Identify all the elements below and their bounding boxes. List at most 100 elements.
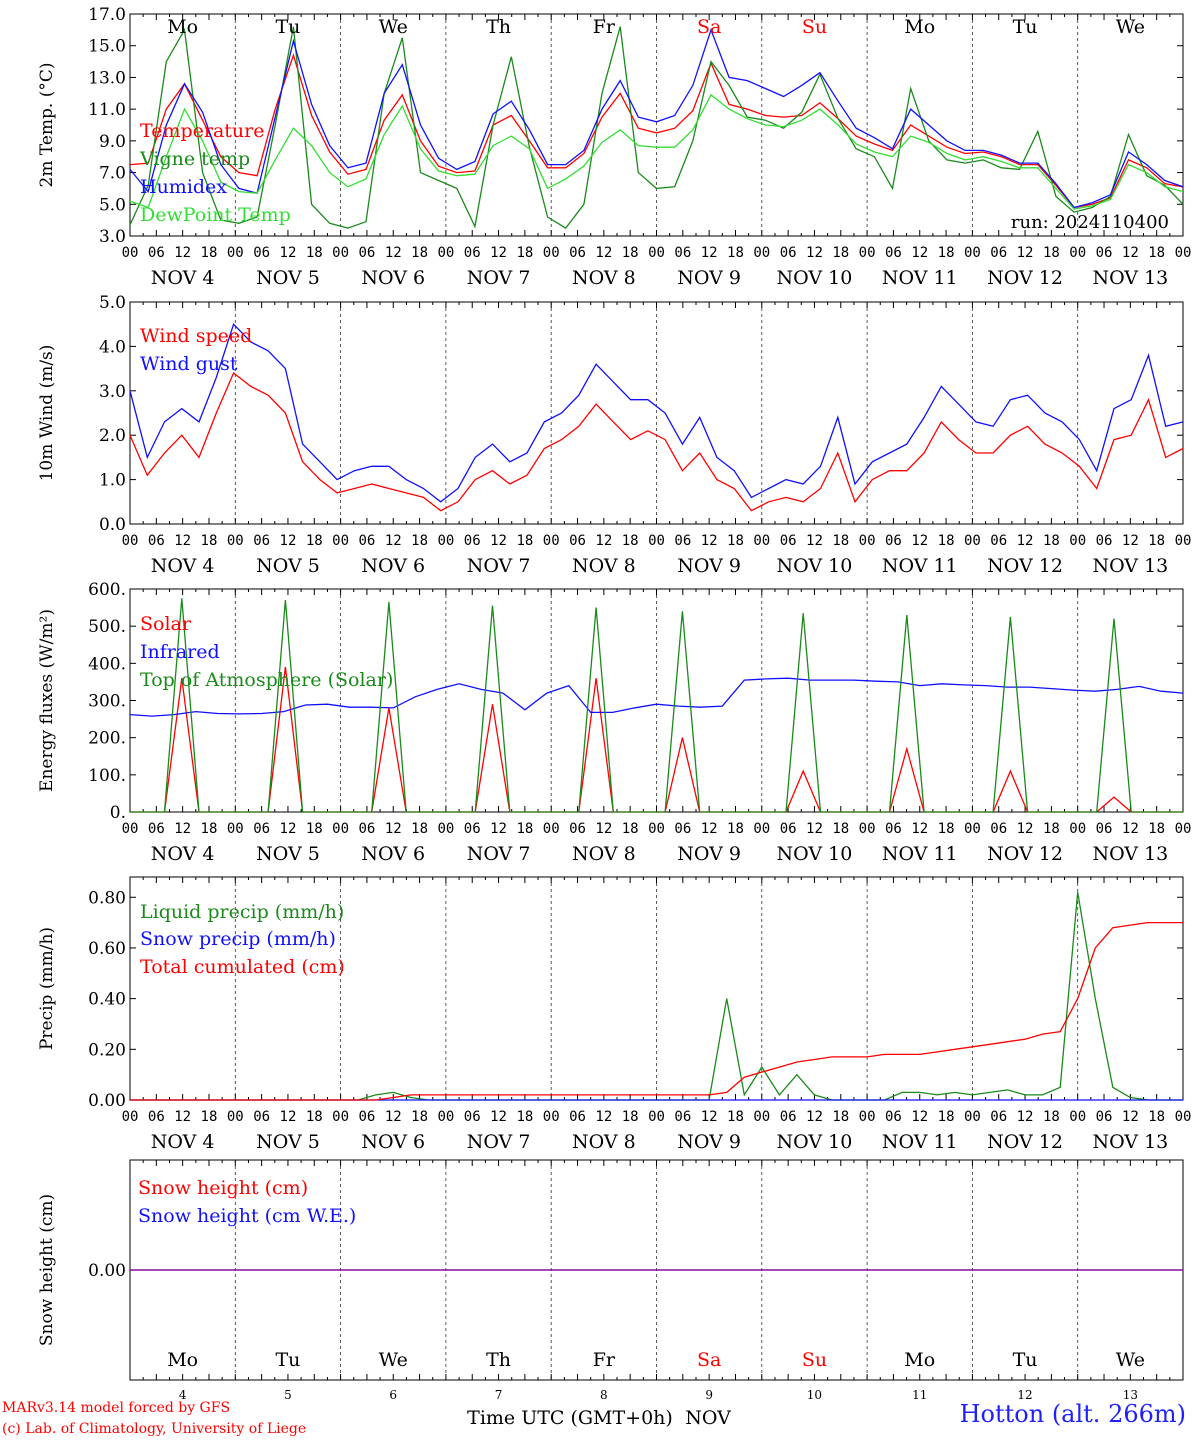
hour-tick-label: 00 <box>859 1109 876 1125</box>
y-tick-label: 1.0 <box>99 471 126 491</box>
hour-tick-label: 06 <box>464 1109 481 1125</box>
hour-tick-label: 18 <box>411 245 428 261</box>
date-label: NOV 10 <box>777 555 853 577</box>
hour-tick-label: 06 <box>1096 245 1113 261</box>
hour-tick-label: 00 <box>227 1109 244 1125</box>
day-name-label: Fr <box>593 16 616 38</box>
panel-5: 0.00 Snow height (cm) Snow height (cm) Snow… <box>37 1159 1184 1429</box>
hour-tick-label: 00 <box>648 533 665 549</box>
hour-tick-label: 18 <box>516 533 533 549</box>
hour-tick-label: 06 <box>358 1109 375 1125</box>
day-name-label: Tu <box>275 16 300 38</box>
hour-tick-label: 18 <box>411 1109 428 1125</box>
y-tick-label: 0.00 <box>88 1091 126 1111</box>
legend-entry: Infrared <box>140 641 220 663</box>
hour-tick-label: 06 <box>780 245 797 261</box>
day-name-label: Tu <box>1013 1349 1038 1371</box>
y-tick-label: 0.20 <box>88 1040 126 1060</box>
hour-tick-label: 18 <box>516 245 533 261</box>
date-label: NOV 7 <box>467 843 531 865</box>
hour-tick-label: 00 <box>122 821 139 837</box>
date-label: NOV 10 <box>777 1131 853 1153</box>
hour-tick-label: 12 <box>1017 821 1034 837</box>
hour-tick-label: 06 <box>885 1109 902 1125</box>
hour-tick-label: 06 <box>569 821 586 837</box>
hour-tick-label: 06 <box>885 533 902 549</box>
date-label: NOV 6 <box>361 555 425 577</box>
hour-tick-label: 06 <box>464 533 481 549</box>
hour-tick-label: 12 <box>911 1109 928 1125</box>
hour-tick-label: 00 <box>122 245 139 261</box>
series-line-wind-gust <box>129 322 1184 503</box>
hour-tick-label: 18 <box>306 1109 323 1125</box>
date-label: NOV 5 <box>256 555 320 577</box>
day-name-label: Mo <box>904 16 935 38</box>
hour-tick-label: 18 <box>832 821 849 837</box>
hour-tick-label: 12 <box>174 1109 191 1125</box>
hour-tick-label: 12 <box>595 1109 612 1125</box>
y-tick-label: 0.80 <box>88 888 126 908</box>
legend-entry: Total cumulated (cm) <box>140 956 345 978</box>
date-label: NOV 4 <box>151 1131 215 1153</box>
date-label: NOV 8 <box>572 555 636 577</box>
hour-tick-label: 12 <box>911 533 928 549</box>
series-line-humidex <box>129 27 1184 209</box>
y-tick-label: 15.0 <box>88 37 126 57</box>
y-tick-label: 9.0 <box>99 132 126 152</box>
series-line-infrared <box>129 677 1184 717</box>
hour-tick-label: 18 <box>622 821 639 837</box>
hour-tick-label: 06 <box>148 821 165 837</box>
date-label: NOV 9 <box>677 843 741 865</box>
hour-tick-label: 06 <box>148 533 165 549</box>
day-number-label: 12 <box>1017 1388 1032 1402</box>
day-name-label: Th <box>486 16 511 38</box>
hour-tick-label: 00 <box>753 821 770 837</box>
hour-tick-label: 12 <box>1017 533 1034 549</box>
hour-tick-label: 06 <box>1096 1109 1113 1125</box>
date-label: NOV 6 <box>361 267 425 289</box>
date-label: NOV 11 <box>882 1131 958 1153</box>
y-axis-label: Snow height (cm) <box>37 1194 57 1346</box>
day-name-label: Sa <box>697 16 721 38</box>
hour-tick-label: 12 <box>280 245 297 261</box>
day-number-label: 8 <box>600 1388 608 1402</box>
y-tick-label: 300. <box>88 692 126 712</box>
hour-tick-label: 00 <box>753 533 770 549</box>
date-label: NOV 5 <box>256 843 320 865</box>
hour-tick-label: 18 <box>201 533 218 549</box>
hour-tick-label: 12 <box>385 533 402 549</box>
legend-entry: Solar <box>140 613 192 635</box>
date-label: NOV 12 <box>987 555 1063 577</box>
hour-tick-label: 12 <box>806 1109 823 1125</box>
date-label: NOV 13 <box>1092 843 1168 865</box>
x-axis-month: NOV <box>685 1407 731 1429</box>
hour-tick-label: 00 <box>1175 245 1192 261</box>
lab-credit: (c) Lab. of Climatology, University of L… <box>2 1421 307 1437</box>
legend-entry: Humidex <box>140 176 227 198</box>
day-name-label: Th <box>486 1349 511 1371</box>
y-tick-label: 17.0 <box>88 5 126 25</box>
y-tick-label: 5.0 <box>99 293 126 313</box>
hour-tick-label: 18 <box>727 245 744 261</box>
date-label: NOV 12 <box>987 843 1063 865</box>
hour-tick-label: 18 <box>516 1109 533 1125</box>
hour-tick-label: 12 <box>1017 245 1034 261</box>
day-name-label: We <box>1116 16 1145 38</box>
hour-tick-label: 18 <box>1043 533 1060 549</box>
hour-tick-label: 18 <box>622 245 639 261</box>
day-name-label: We <box>379 16 408 38</box>
hour-tick-label: 12 <box>1122 245 1139 261</box>
hour-tick-label: 12 <box>1122 533 1139 549</box>
hour-tick-label: 00 <box>227 245 244 261</box>
legend-entry: Vigne temp <box>139 148 250 170</box>
hour-tick-label: 06 <box>780 821 797 837</box>
hour-tick-label: 00 <box>122 1109 139 1125</box>
hour-tick-label: 12 <box>490 1109 507 1125</box>
date-label: NOV 4 <box>151 267 215 289</box>
y-tick-label: 0.40 <box>88 990 126 1010</box>
hour-tick-label: 12 <box>174 821 191 837</box>
hour-tick-label: 18 <box>832 533 849 549</box>
y-axis-label: Energy fluxes (W/m²) <box>37 609 57 792</box>
y-tick-label: 5.0 <box>99 195 126 215</box>
